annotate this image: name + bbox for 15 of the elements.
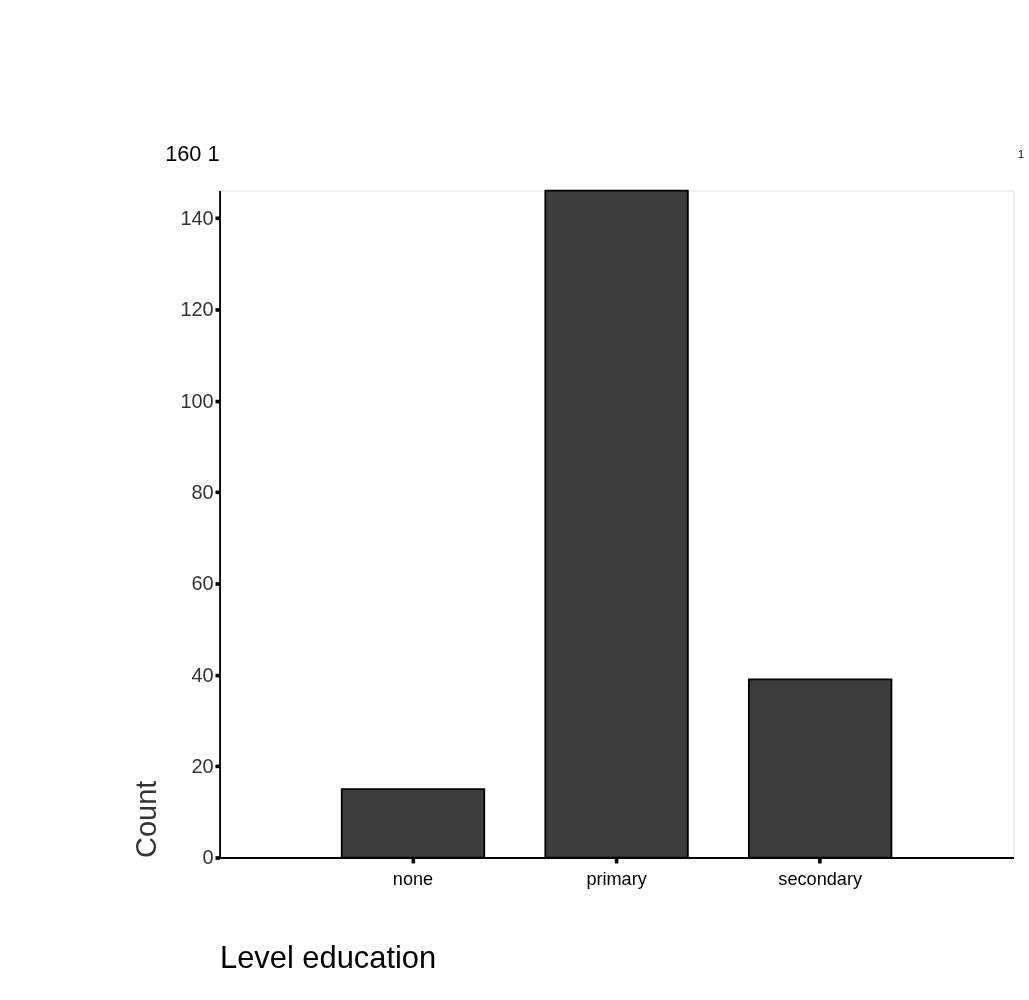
x-tick-label: none bbox=[392, 869, 434, 890]
y-tick-label: 0 bbox=[202, 846, 214, 869]
y-tick-label: 20 bbox=[191, 755, 214, 777]
y-tick-label: 80 bbox=[191, 480, 214, 503]
text: 160 1 bbox=[165, 140, 220, 166]
text: 1 bbox=[1018, 147, 1025, 160]
y-axis-title: Count bbox=[129, 780, 162, 859]
y-tick-label: 140 bbox=[180, 206, 214, 229]
y-tick-label: 100 bbox=[180, 389, 214, 412]
x-tick-label: secondary bbox=[778, 869, 863, 890]
y-tick-label: 60 bbox=[191, 572, 214, 595]
x-axis-title: Level education bbox=[220, 939, 437, 975]
y-tick-label: 40 bbox=[191, 663, 214, 686]
x-tick-label: primary bbox=[586, 869, 648, 890]
y-tick-label: 120 bbox=[180, 298, 214, 321]
